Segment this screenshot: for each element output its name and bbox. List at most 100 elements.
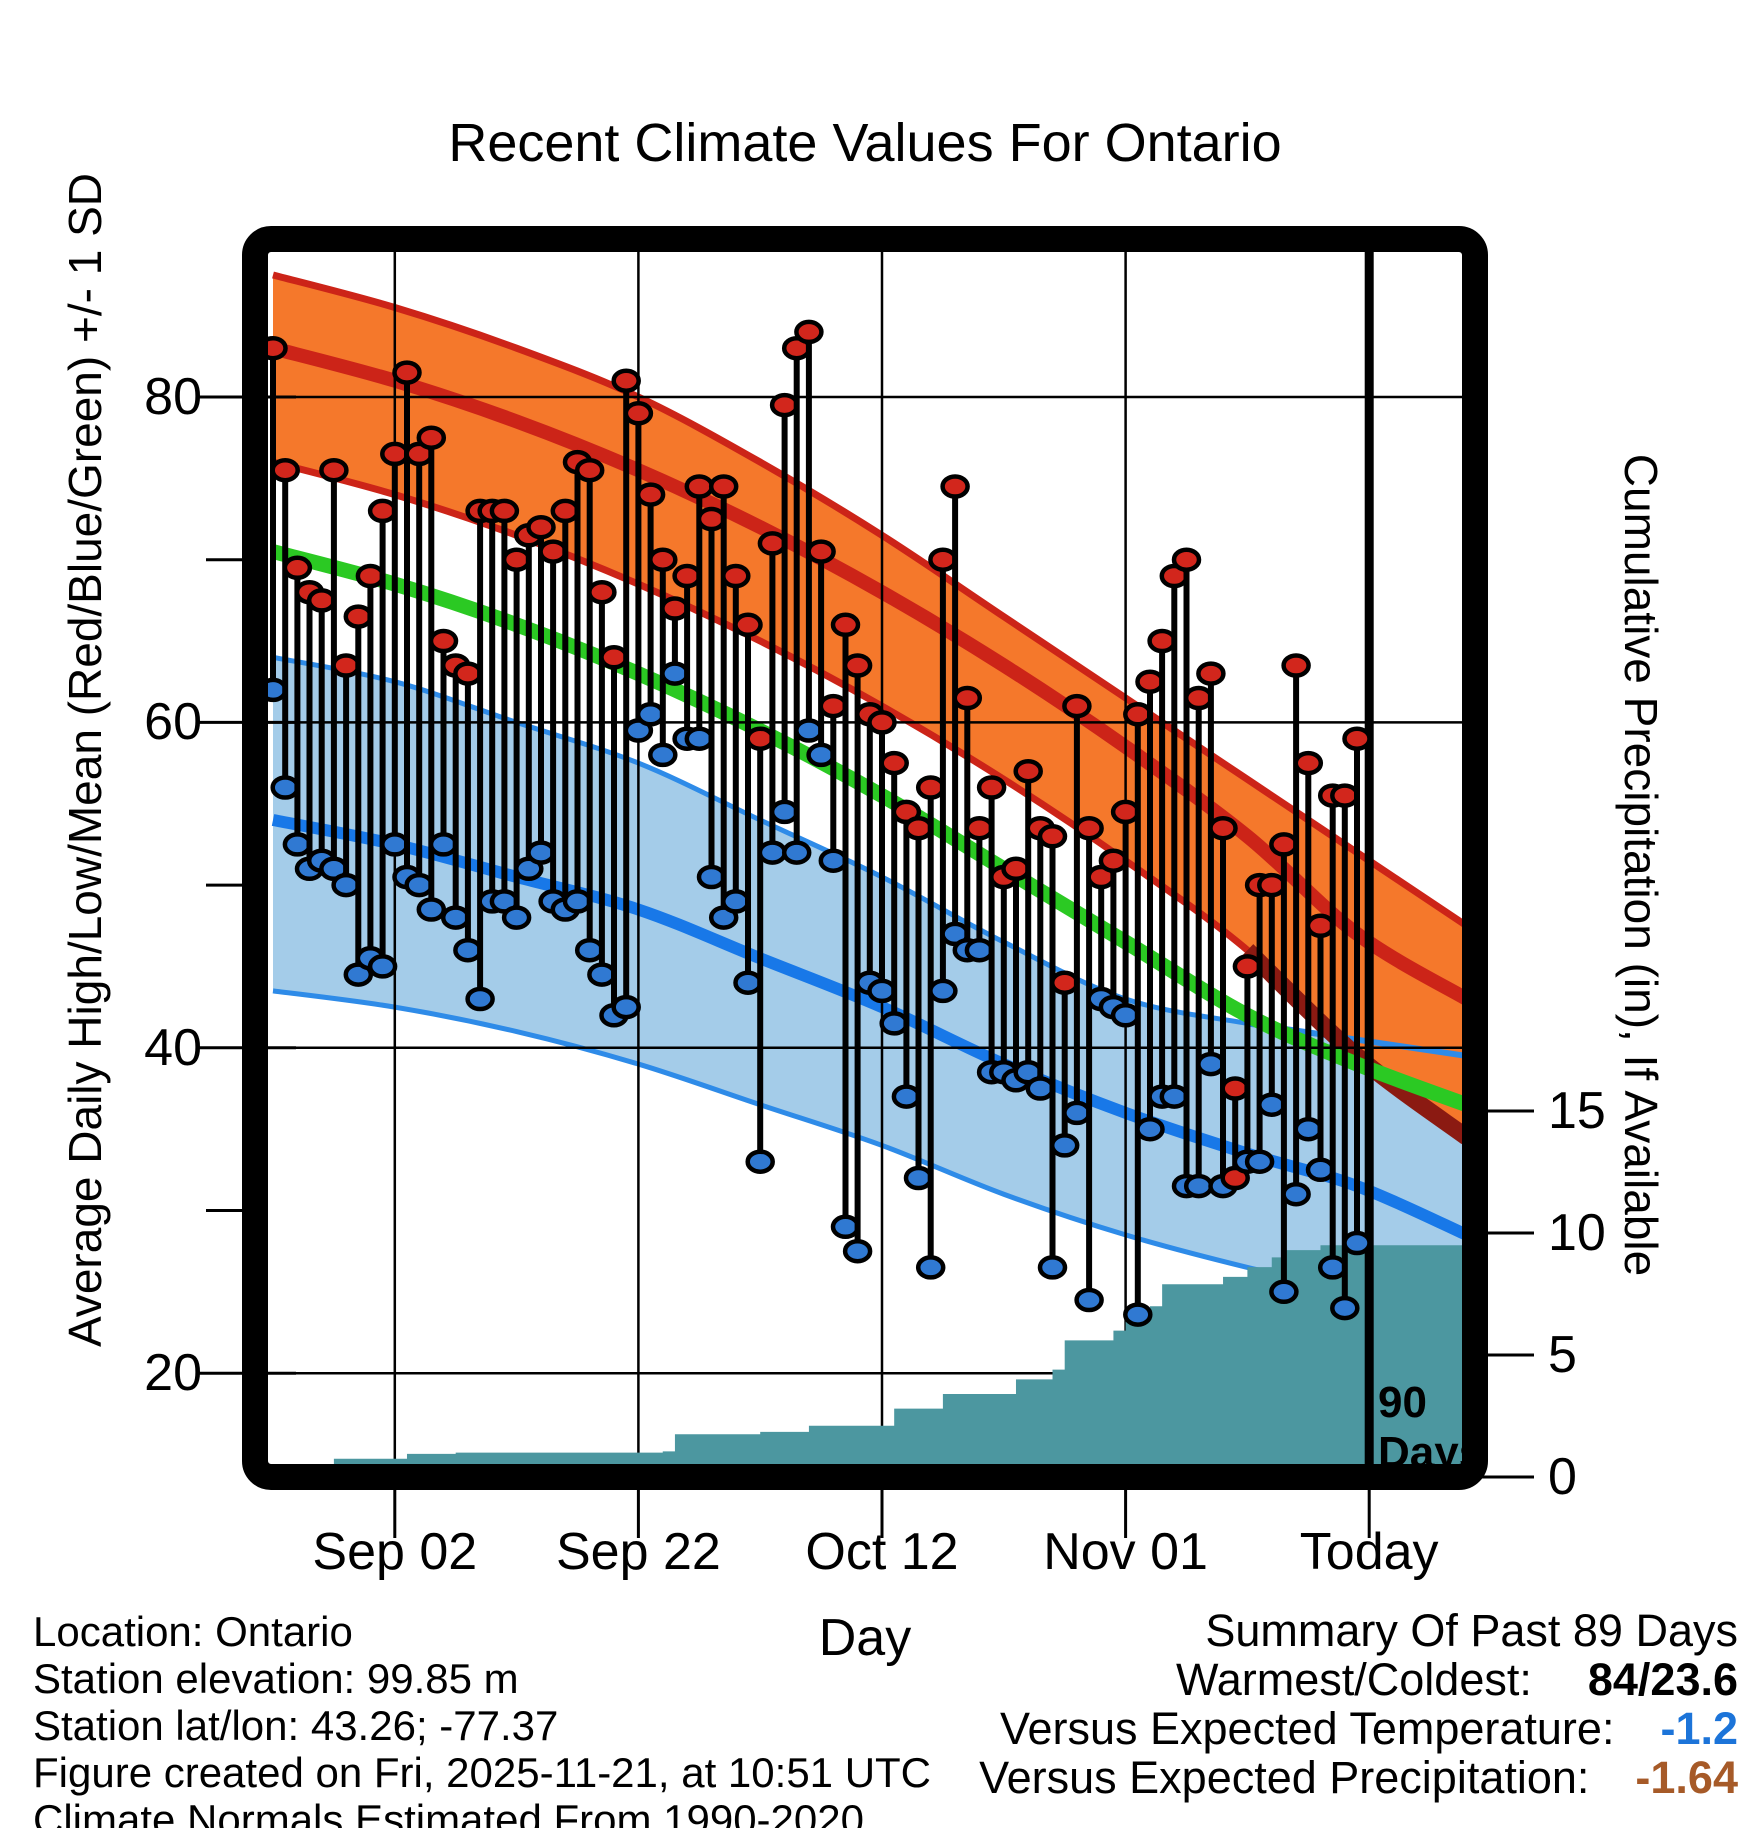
low-dot <box>1049 1133 1080 1158</box>
low-dot <box>562 889 593 914</box>
low-dot <box>867 978 897 1004</box>
high-dot <box>1001 856 1031 882</box>
high-dot <box>453 661 483 686</box>
low-dot <box>1244 1149 1275 1174</box>
high-dot <box>952 685 983 711</box>
daily-stem <box>1330 783 1360 1321</box>
high-dot <box>306 588 337 613</box>
chart-title: Recent Climate Values For Ontario <box>448 113 1282 173</box>
y-axis-right-label: Cumulative Precipitation (in), If Availa… <box>1615 453 1667 1277</box>
low-dot <box>1305 1157 1336 1183</box>
high-dot <box>1147 628 1177 654</box>
high-dot <box>1293 750 1324 776</box>
low-dot <box>1110 1003 1141 1028</box>
high-dot <box>1220 1076 1250 1101</box>
low-dot <box>1037 1255 1068 1280</box>
daily-stem <box>769 392 800 825</box>
high-dot <box>928 547 958 572</box>
high-dot <box>343 604 374 629</box>
high-dot <box>268 335 288 361</box>
low-dot <box>404 872 434 898</box>
daily-stem <box>1159 563 1190 1109</box>
low-dot <box>1293 1116 1324 1142</box>
low-dot <box>1330 1295 1360 1321</box>
daily-stem <box>842 653 873 1264</box>
daily-stem <box>428 628 459 857</box>
daily-stem <box>806 539 836 768</box>
low-dot <box>781 840 812 865</box>
daily-stem <box>915 775 946 1280</box>
low-dot <box>964 937 995 963</box>
low-dot <box>380 832 410 857</box>
summary-row-vs-precipitation: Versus Expected Precipitation: -1.64 <box>979 1753 1738 1802</box>
x-tick-label: Nov 01 <box>1043 1523 1208 1581</box>
daily-stem <box>830 612 861 1240</box>
high-dot <box>708 474 739 499</box>
low-dot <box>1281 1181 1311 1207</box>
y-right-tick-label: 15 <box>1548 1082 1606 1140</box>
high-dot <box>1037 824 1068 849</box>
y-left-tick-label: 20 <box>144 1344 202 1403</box>
high-dot <box>1305 913 1336 939</box>
daily-stem <box>489 498 520 914</box>
high-dot <box>1257 872 1287 898</box>
low-dot <box>367 954 398 979</box>
high-dot <box>976 775 1007 800</box>
meta-latlon: Station lat/lon: 43.26; -77.37 <box>33 1702 559 1749</box>
low-dot <box>684 726 715 751</box>
high-dot <box>623 401 654 426</box>
meta-created: Figure created on Fri, 2025-11-21, at 10… <box>33 1749 932 1796</box>
high-dot <box>550 498 581 524</box>
high-dot <box>392 360 422 385</box>
low-dot <box>1342 1230 1372 1256</box>
low-dot <box>1317 1255 1348 1280</box>
daily-stem <box>660 596 690 686</box>
summary-row-vs-temperature: Versus Expected Temperature: -1.2 <box>979 1704 1738 1753</box>
high-dot <box>282 555 313 581</box>
low-dot <box>1269 1279 1299 1305</box>
high-dot <box>830 612 861 638</box>
low-dot <box>891 1084 922 1109</box>
low-dot <box>1135 1116 1165 1142</box>
high-dot <box>696 506 727 532</box>
low-dot <box>1025 1076 1056 1101</box>
high-dot <box>331 653 361 678</box>
y-right-tick-label: 10 <box>1548 1204 1606 1262</box>
y-left-tick-label: 80 <box>144 368 202 426</box>
daily-stem <box>1342 726 1372 1256</box>
high-dot <box>380 441 410 467</box>
low-dot <box>526 840 556 865</box>
high-dot <box>794 319 824 345</box>
x-tick-label: Oct 12 <box>805 1523 959 1581</box>
low-dot <box>440 905 471 930</box>
high-dot <box>1269 832 1299 857</box>
summary-value-vs-temperature: -1.2 <box>1660 1703 1738 1754</box>
high-dot <box>1183 685 1214 711</box>
daily-stem <box>599 645 629 1028</box>
high-dot <box>940 474 970 499</box>
plot-frame <box>242 226 1488 1490</box>
station-metadata: Location: Ontario Station elevation: 99.… <box>33 1608 931 1828</box>
high-dot <box>733 612 763 638</box>
high-dot <box>1110 799 1141 825</box>
high-dot <box>915 775 946 800</box>
high-dot <box>1013 758 1043 784</box>
normal-high-band <box>273 274 1462 1134</box>
daily-stem <box>745 726 775 1174</box>
high-dot <box>818 693 849 719</box>
low-dot <box>428 832 459 857</box>
daily-stem <box>1147 628 1177 1109</box>
low-dot <box>282 832 313 857</box>
y-left-tick-label: 60 <box>144 693 202 752</box>
summary-title: Summary Of Past 89 Days <box>1205 1605 1738 1656</box>
low-dot <box>453 937 483 963</box>
meta-location: Location: Ontario <box>33 1608 353 1655</box>
daily-stem <box>1123 702 1153 1327</box>
normal-high-upper-edge <box>272 271 1462 927</box>
low-dot <box>818 848 849 873</box>
daily-stem <box>416 425 447 922</box>
daily-stem <box>1281 653 1311 1207</box>
low-dot <box>733 970 763 995</box>
